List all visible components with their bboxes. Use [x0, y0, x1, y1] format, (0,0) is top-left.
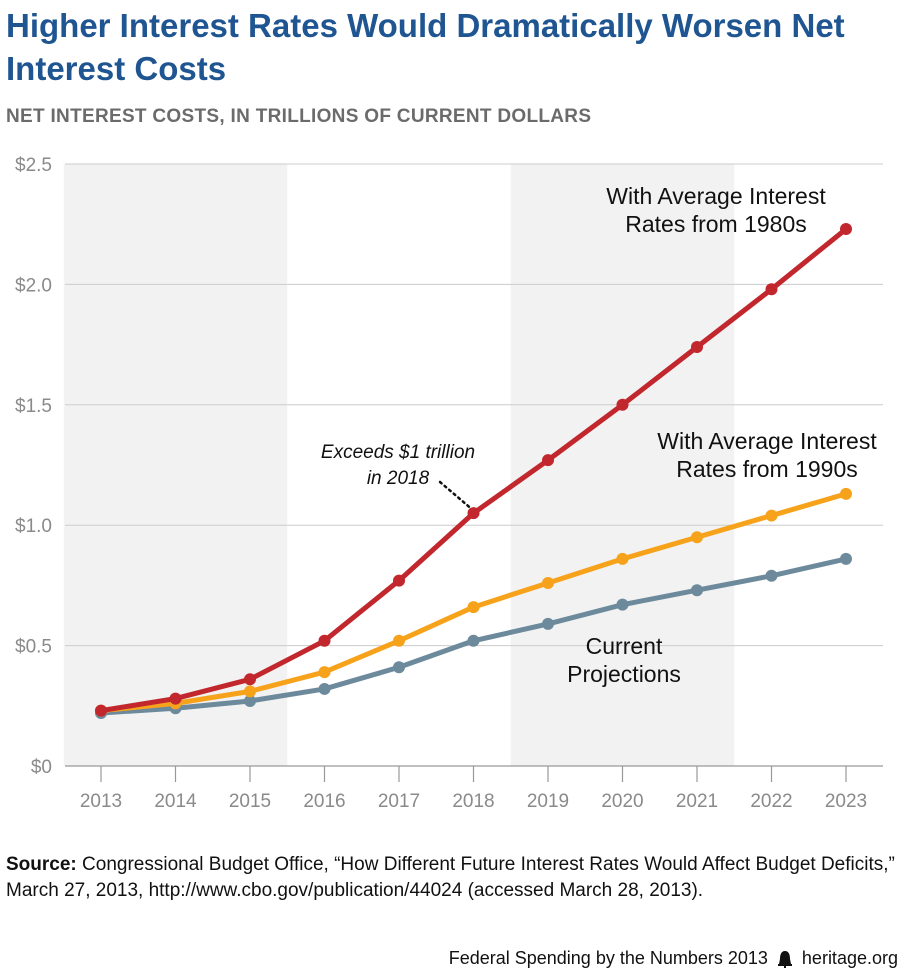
annotation: Exceeds $1 trillion in 2018 — [321, 442, 475, 509]
liberty-bell-icon — [777, 950, 792, 968]
series-label-line: With Average Interest — [657, 428, 877, 454]
data-point — [691, 341, 703, 354]
series-label: Current Projections — [567, 633, 681, 687]
annotation-line: in 2018 — [367, 468, 430, 489]
y-axis-tick-labels: $0 $0.5 $1.0 $1.5 $2.0 $2.5 — [15, 155, 52, 778]
series-lines — [95, 223, 852, 720]
x-axis: 2013 2014 2015 2016 2017 2018 2019 2020 2021 2022… — [65, 765, 883, 812]
data-point — [616, 398, 629, 411]
series-label: With Average Interest Rates from 1990s — [657, 428, 877, 482]
x-tick-label: 2022 — [750, 791, 792, 812]
data-point — [244, 694, 256, 707]
series-label-line: Projections — [567, 661, 681, 687]
annotation-line: Exceeds $1 trillion — [321, 442, 475, 463]
data-point — [318, 682, 331, 695]
data-point — [318, 634, 331, 647]
chart-title: Higher Interest Rates Would Dramatically… — [6, 7, 845, 87]
series-label: With Average Interest Rates from 1980s — [606, 183, 826, 237]
site-link[interactable]: heritage.org — [801, 948, 898, 968]
y-tick-label: $2.0 — [15, 275, 52, 296]
x-tick-label: 2023 — [825, 791, 867, 812]
data-point — [840, 552, 852, 565]
y-tick-label: $1.5 — [15, 396, 52, 417]
data-point — [393, 574, 405, 587]
data-point — [169, 692, 182, 705]
x-tick-label: 2013 — [80, 791, 122, 812]
x-tick-label: 2017 — [378, 791, 420, 812]
data-point — [467, 507, 480, 520]
data-point — [393, 661, 405, 674]
x-tick-label: 2020 — [601, 791, 643, 812]
data-point — [765, 283, 778, 296]
x-tick-label: 2015 — [229, 791, 271, 812]
source-label: Source: — [6, 854, 77, 875]
y-tick-label: $0 — [31, 757, 52, 778]
series-labels: With Average Interest Rates from 1980sWit… — [567, 183, 877, 687]
annotation-text: Exceeds $1 trillion in 2018 — [321, 442, 475, 489]
publication-name: Federal Spending by the Numbers 2013 — [448, 948, 768, 968]
y-tick-label: $0.5 — [15, 637, 52, 658]
y-tick-label: $2.5 — [15, 155, 52, 176]
data-point — [765, 509, 778, 522]
chart-subtitle: NET INTEREST COSTS, IN TRILLIONS OF CURR… — [6, 106, 592, 127]
shaded-band-1 — [63, 164, 288, 766]
data-point — [691, 584, 703, 597]
data-point — [542, 576, 554, 589]
data-point — [542, 454, 554, 467]
source-text: Congressional Budget Office, “How Differ… — [6, 854, 895, 901]
x-tick-label: 2016 — [303, 791, 345, 812]
line-chart: $0$0.5$1.0$1.5$2.0$2.5 2013 2014 2015 2016 2… — [15, 155, 883, 812]
data-point — [840, 487, 852, 500]
data-point — [467, 601, 480, 614]
data-point — [393, 634, 405, 647]
data-point — [765, 569, 778, 582]
data-point — [840, 223, 852, 236]
x-tick-label: 2019 — [527, 791, 569, 812]
series-label-line: Rates from 1980s — [625, 211, 807, 237]
shaded-bands — [63, 164, 735, 766]
x-tick-label: 2018 — [452, 791, 494, 812]
source-note: Source: Congressional Budget Office, “Ho… — [6, 852, 896, 904]
data-point — [244, 685, 256, 698]
data-point — [318, 666, 331, 679]
annotation-leader — [438, 480, 471, 509]
data-point — [244, 673, 256, 686]
series-label-line: Rates from 1990s — [676, 456, 858, 482]
data-point — [616, 552, 629, 565]
data-point — [467, 634, 480, 647]
x-tick-label: 2021 — [676, 791, 718, 812]
x-tick-label: 2014 — [154, 791, 197, 812]
y-tick-label: $1.0 — [15, 516, 52, 537]
series-label-line: Current — [586, 633, 663, 659]
data-point — [95, 704, 107, 717]
series-label-line: With Average Interest — [606, 183, 826, 209]
data-point — [691, 531, 703, 544]
footer: Federal Spending by the Numbers 2013 her… — [449, 948, 898, 969]
data-point — [542, 617, 554, 630]
data-point — [616, 598, 629, 611]
